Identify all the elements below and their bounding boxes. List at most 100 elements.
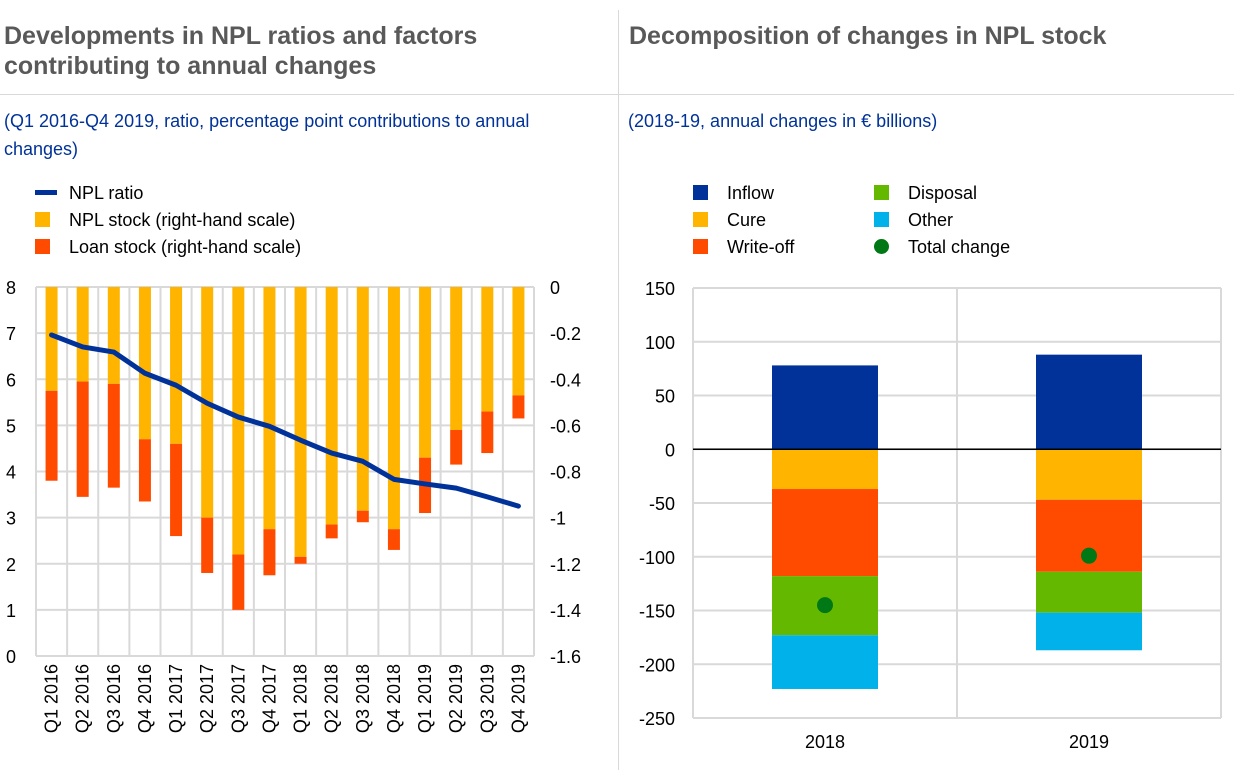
- x-axis-tick-label: Q3 2016: [104, 664, 124, 733]
- legend-square-swatch-icon: [693, 212, 708, 227]
- bar-npl-stock: [294, 287, 307, 557]
- x-axis-tick-label: Q4 2018: [384, 664, 404, 733]
- y-axis-tick-label: 150: [645, 279, 675, 299]
- bar-npl-stock: [325, 287, 338, 525]
- legend-label: Other: [908, 210, 954, 230]
- bar-disposal: [1036, 571, 1142, 613]
- right-axis-tick-label: -1: [550, 509, 566, 529]
- x-axis-tick-label: Q1 2019: [415, 664, 435, 733]
- left-chart-title: Developments in NPL ratios and factors c…: [4, 21, 477, 81]
- x-axis-tick-label: Q2 2017: [197, 664, 217, 733]
- npl-stock-decomposition-chart: 150 100 50 0 -50 -100 -150 -200 -250 2018 2019: [639, 279, 1222, 752]
- bar-npl-stock: [419, 287, 432, 458]
- left-axis-tick-label: 2: [6, 555, 16, 575]
- left-axis-tick-label: 1: [6, 601, 16, 621]
- x-axis-tick-label: Q2 2018: [322, 664, 342, 733]
- y-axis-tick-label: 50: [655, 387, 675, 407]
- legend-square-swatch-icon: [693, 239, 708, 254]
- y-axis-tick-label: 0: [665, 440, 675, 460]
- bar-loan-stock: [201, 517, 214, 573]
- x-axis-tick-label: Q2 2016: [73, 664, 93, 733]
- x-axis-tick-label: 2018: [805, 732, 845, 752]
- legend-label: NPL ratio: [69, 183, 144, 203]
- bar-loan-stock: [107, 383, 120, 488]
- bar-inflow: [772, 365, 878, 450]
- legend-label: NPL stock (right-hand scale): [69, 210, 296, 230]
- npl-ratio-chart: 0 1 2 3 4 5 6 7 8 0 -0.2 -0.4 -0.6 -0.8 -1 -1.2 -1.4 -1.6…: [6, 278, 581, 733]
- bar-loan-stock: [356, 510, 369, 523]
- bar-loan-stock: [387, 529, 400, 550]
- right-axis-tick-label: -1.4: [550, 601, 581, 621]
- x-axis-tick-label: Q3 2018: [353, 664, 373, 733]
- legend-square-swatch-icon: [874, 185, 889, 200]
- legend-label: Inflow: [727, 183, 775, 203]
- legend-square-swatch-icon: [874, 212, 889, 227]
- bar-npl-stock: [232, 287, 245, 555]
- right-axis-tick-label: 0: [550, 278, 560, 298]
- bar-cure: [772, 449, 878, 490]
- left-axis-tick-label: 5: [6, 416, 16, 436]
- bar-other: [1036, 612, 1142, 651]
- right-axis-tick-label: -0.6: [550, 416, 581, 436]
- y-axis-tick-label: -150: [639, 602, 675, 622]
- line-npl-ratio: [49, 332, 521, 509]
- bar-write-off: [772, 489, 878, 577]
- y-axis-tick-label: -50: [649, 494, 675, 514]
- bar-npl-stock: [450, 287, 463, 430]
- legend-label: Total change: [908, 237, 1011, 257]
- bar-cure: [1036, 449, 1142, 500]
- x-axis-tick-label: Q4 2019: [508, 664, 528, 733]
- bar-npl-stock: [512, 287, 525, 396]
- bar-loan-stock: [512, 395, 525, 419]
- legend-label: Loan stock (right-hand scale): [69, 237, 302, 257]
- bar-npl-stock: [138, 287, 151, 440]
- bar-loan-stock: [76, 381, 89, 497]
- x-axis-tick-label: Q2 2019: [446, 664, 466, 733]
- right-axis-tick-label: -0.4: [550, 370, 581, 390]
- y-axis-tick-label: -100: [639, 548, 675, 568]
- bar-loan-stock: [170, 443, 183, 537]
- bar-npl-stock: [76, 287, 89, 382]
- left-axis-tick-label: 3: [6, 509, 16, 529]
- bar-loan-stock: [138, 439, 151, 502]
- legend-dot-swatch-icon: [874, 239, 889, 254]
- y-axis-tick-label: -200: [639, 655, 675, 675]
- legend-square-swatch-icon: [693, 185, 708, 200]
- bar-loan-stock: [263, 529, 276, 576]
- panel-divider-horizontal: [0, 94, 1234, 95]
- y-axis-tick-label: 100: [645, 333, 675, 353]
- x-axis-tick-label: Q3 2017: [228, 664, 248, 733]
- legend-label: Cure: [727, 210, 767, 230]
- x-axis-tick-label: Q1 2018: [291, 664, 311, 733]
- right-axis-tick-label: -0.8: [550, 463, 581, 483]
- bar-inflow: [1036, 354, 1142, 450]
- left-subtitle-line1: (Q1 2016-Q4 2019, ratio, percentage poin…: [4, 111, 530, 131]
- x-axis-tick-label: 2019: [1069, 732, 1109, 752]
- bar-other: [772, 635, 878, 689]
- left-axis-tick-label: 6: [6, 370, 16, 390]
- left-title-line2: contributing to annual changes: [4, 52, 377, 80]
- legend-square-swatch-icon: [35, 239, 50, 254]
- left-axis-tick-label: 8: [6, 278, 16, 298]
- bar-npl-stock: [45, 287, 58, 391]
- panel-divider-vertical: [618, 10, 619, 770]
- right-axis-tick-label: -1.6: [550, 647, 581, 667]
- bar-npl-stock: [356, 287, 369, 511]
- bar-npl-stock: [170, 287, 183, 444]
- left-axis-tick-label: 4: [6, 463, 16, 483]
- bar-loan-stock: [450, 429, 463, 465]
- left-axis-tick-label: 7: [6, 324, 16, 344]
- bar-loan-stock: [232, 554, 245, 610]
- marker-total-change: [1081, 547, 1097, 564]
- bar-npl-stock: [481, 287, 494, 412]
- marker-total-change: [817, 597, 833, 614]
- left-axis-tick-label: 0: [6, 647, 16, 667]
- y-axis-tick-label: -250: [639, 709, 675, 729]
- bar-npl-stock: [387, 287, 400, 530]
- x-axis-tick-label: Q3 2019: [477, 664, 497, 733]
- left-chart-subtitle: (Q1 2016-Q4 2019, ratio, percentage poin…: [4, 107, 529, 163]
- legend-line-swatch-icon: [35, 190, 57, 195]
- bar-loan-stock: [294, 556, 307, 564]
- x-axis-tick-label: Q1 2017: [166, 664, 186, 733]
- legend-label: Disposal: [908, 183, 978, 203]
